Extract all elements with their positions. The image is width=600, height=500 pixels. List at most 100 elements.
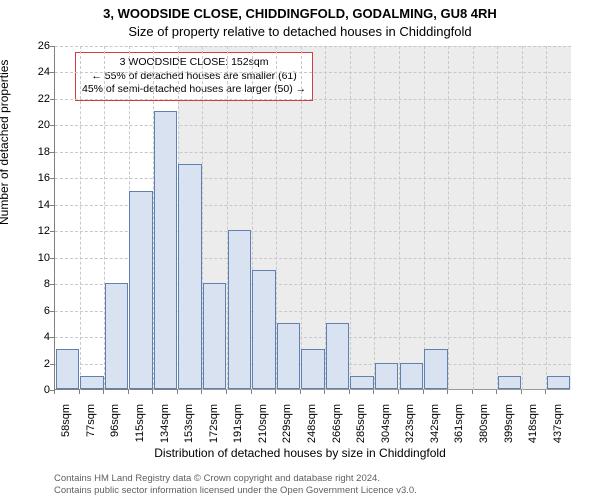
x-tick-label: 229sqm: [281, 404, 293, 464]
x-tick-label: 361sqm: [453, 404, 465, 464]
histogram-bar: [326, 323, 349, 389]
y-tick-mark: [50, 46, 54, 47]
y-tick-label: 8: [26, 278, 50, 290]
y-tick-label: 16: [26, 172, 50, 184]
annotation-box: 3 WOODSIDE CLOSE: 152sqm ← 55% of detach…: [75, 52, 313, 101]
histogram-bar: [80, 376, 103, 389]
y-tick-label: 18: [26, 146, 50, 158]
x-tick-label: 115sqm: [134, 404, 146, 464]
grid-line-h: [55, 125, 571, 126]
y-tick-mark: [50, 258, 54, 259]
grid-line-h: [55, 178, 571, 179]
histogram-bar: [424, 349, 447, 389]
grid-line-v: [546, 46, 547, 390]
annotation-line1: 3 WOODSIDE CLOSE: 152sqm: [82, 56, 306, 70]
grid-line-v: [473, 46, 474, 390]
x-tick-label: 399sqm: [503, 404, 515, 464]
x-tick-mark: [398, 390, 399, 394]
x-tick-label: 58sqm: [60, 404, 72, 464]
x-tick-label: 323sqm: [404, 404, 416, 464]
x-tick-mark: [177, 390, 178, 394]
footer-attribution: Contains HM Land Registry data © Crown c…: [54, 473, 417, 496]
grid-line-v: [80, 46, 81, 390]
y-tick-mark: [50, 72, 54, 73]
x-tick-label: 77sqm: [85, 404, 97, 464]
y-tick-label: 26: [26, 40, 50, 52]
y-tick-mark: [50, 125, 54, 126]
y-tick-label: 14: [26, 199, 50, 211]
x-tick-mark: [251, 390, 252, 394]
grid-line-h: [55, 46, 571, 47]
histogram-bar: [154, 111, 177, 389]
x-tick-mark: [201, 390, 202, 394]
histogram-bar: [375, 363, 398, 389]
x-tick-mark: [103, 390, 104, 394]
grid-line-v: [399, 46, 400, 390]
grid-line-v: [497, 46, 498, 390]
x-tick-mark: [324, 390, 325, 394]
histogram-bar: [203, 283, 226, 389]
annotation-line3: 45% of semi-detached houses are larger (…: [82, 83, 306, 97]
histogram-bar: [301, 349, 324, 389]
x-tick-mark: [545, 390, 546, 394]
y-tick-label: 12: [26, 225, 50, 237]
grid-line-v: [424, 46, 425, 390]
y-tick-mark: [50, 231, 54, 232]
grid-line-v: [301, 46, 302, 390]
y-tick-label: 24: [26, 66, 50, 78]
x-tick-label: 437sqm: [552, 404, 564, 464]
x-tick-mark: [79, 390, 80, 394]
histogram-bar: [105, 283, 128, 389]
y-tick-mark: [50, 364, 54, 365]
x-tick-label: 266sqm: [331, 404, 343, 464]
y-tick-mark: [50, 205, 54, 206]
histogram-bar: [498, 376, 521, 389]
grid-line-v: [374, 46, 375, 390]
x-tick-mark: [423, 390, 424, 394]
x-tick-mark: [349, 390, 350, 394]
x-tick-label: 191sqm: [232, 404, 244, 464]
x-tick-label: 172sqm: [208, 404, 220, 464]
x-tick-mark: [472, 390, 473, 394]
x-tick-mark: [275, 390, 276, 394]
grid-line-v: [448, 46, 449, 390]
x-tick-label: 304sqm: [380, 404, 392, 464]
y-tick-label: 4: [26, 331, 50, 343]
y-tick-label: 22: [26, 93, 50, 105]
y-tick-mark: [50, 152, 54, 153]
x-tick-label: 153sqm: [183, 404, 195, 464]
x-tick-label: 96sqm: [109, 404, 121, 464]
grid-line-h: [55, 99, 571, 100]
chart-title-sub: Size of property relative to detached ho…: [0, 24, 600, 39]
x-tick-mark: [373, 390, 374, 394]
chart-title-main: 3, WOODSIDE CLOSE, CHIDDINGFOLD, GODALMI…: [0, 6, 600, 21]
x-tick-mark: [300, 390, 301, 394]
y-tick-label: 2: [26, 358, 50, 370]
histogram-bar: [56, 349, 79, 389]
histogram-bar: [277, 323, 300, 389]
x-tick-label: 210sqm: [257, 404, 269, 464]
grid-line-h: [55, 152, 571, 153]
x-tick-mark: [521, 390, 522, 394]
x-tick-mark: [447, 390, 448, 394]
histogram-bar: [252, 270, 275, 389]
x-tick-mark: [128, 390, 129, 394]
x-tick-label: 380sqm: [478, 404, 490, 464]
y-tick-label: 10: [26, 252, 50, 264]
plot-area: 3 WOODSIDE CLOSE: 152sqm ← 55% of detach…: [54, 46, 570, 390]
grid-line-v: [350, 46, 351, 390]
y-axis-label: Number of detached properties: [0, 60, 11, 225]
histogram-bar: [178, 164, 201, 389]
y-tick-mark: [50, 178, 54, 179]
histogram-bar: [228, 230, 251, 389]
y-tick-label: 0: [26, 384, 50, 396]
x-tick-label: 248sqm: [306, 404, 318, 464]
x-tick-label: 418sqm: [527, 404, 539, 464]
y-tick-label: 6: [26, 305, 50, 317]
x-tick-mark: [226, 390, 227, 394]
y-tick-mark: [50, 311, 54, 312]
grid-line-v: [522, 46, 523, 390]
x-tick-label: 285sqm: [355, 404, 367, 464]
y-tick-mark: [50, 99, 54, 100]
footer-line2: Contains public sector information licen…: [54, 485, 417, 496]
